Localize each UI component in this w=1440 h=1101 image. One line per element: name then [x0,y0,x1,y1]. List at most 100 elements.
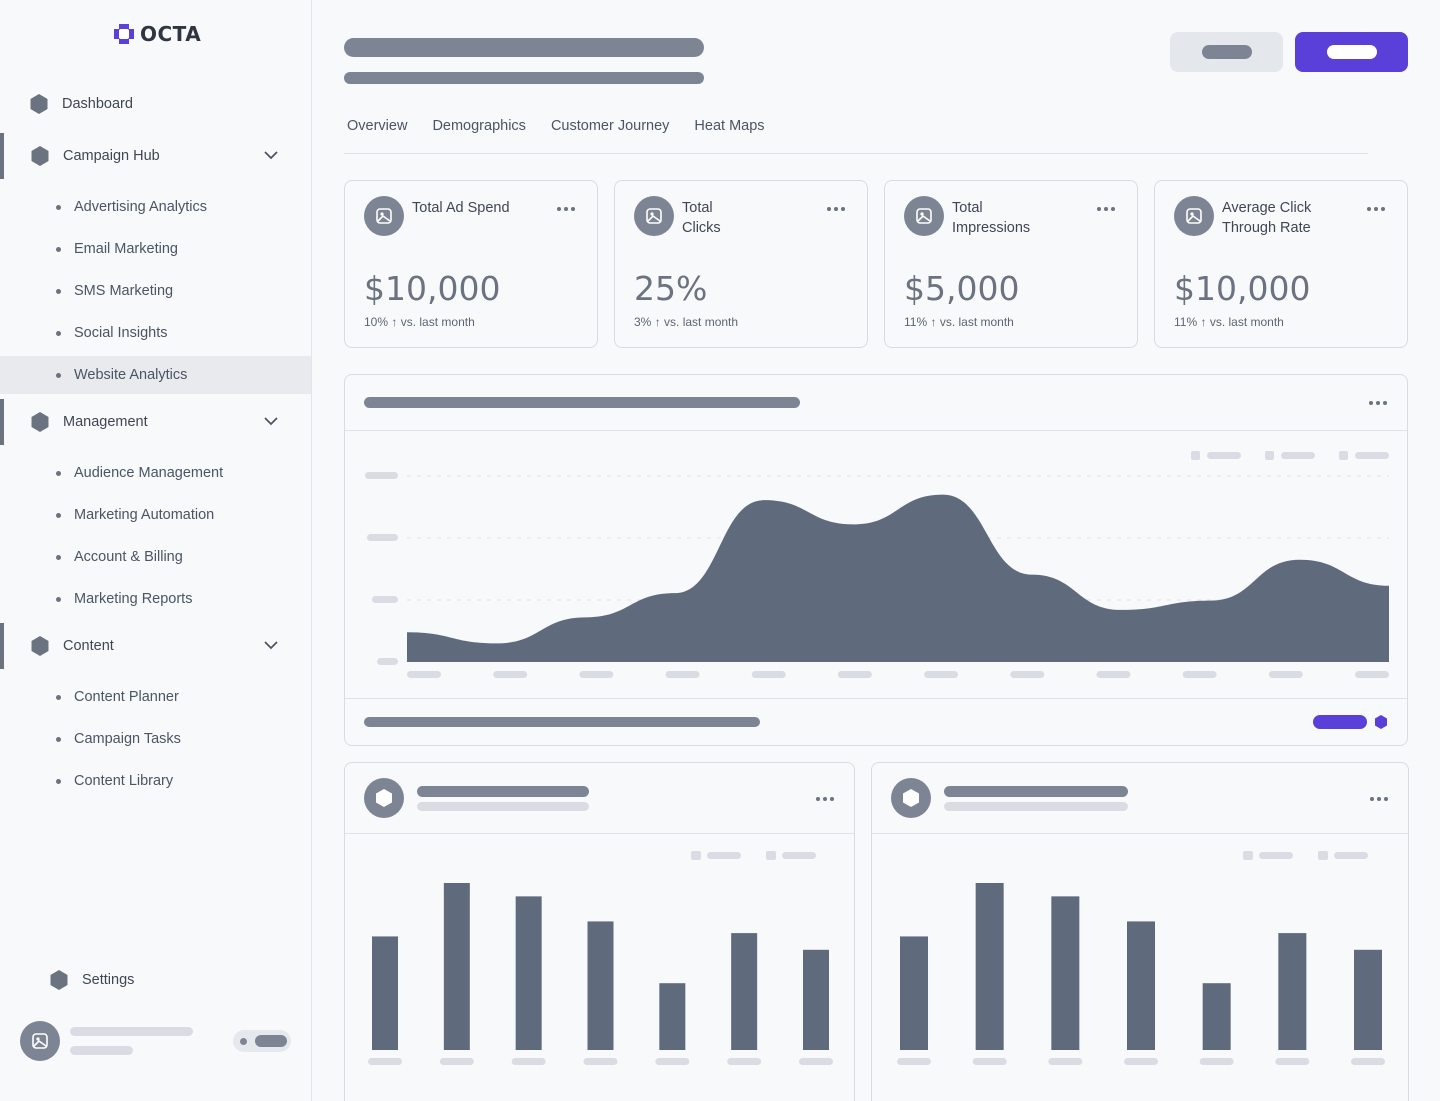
bar [443,883,470,1050]
image-icon [916,208,932,224]
sidebar-item-label: Settings [82,972,135,988]
hexagon-icon [903,789,919,807]
image-icon [32,1033,48,1049]
bullet-icon [56,470,61,476]
view-report-link[interactable] [1313,715,1367,729]
primary-button[interactable] [1295,32,1408,72]
sidebar-item-label: Email Marketing [74,241,178,257]
x-tick-label [1182,671,1217,678]
legend-swatch [691,851,701,860]
sidebar-item-social-insights[interactable]: Social Insights [0,314,311,352]
hexagon-icon [31,146,49,166]
bullet-icon [56,204,61,210]
kpi-card-average-ctr: Average Click Through Rate $10,000 11% ↑… [1154,180,1408,348]
hexagon-icon [30,94,48,114]
y-tick-label [377,658,398,665]
kpi-change-value: 3% [634,315,652,329]
kpi-value: $10,000 [1174,269,1311,308]
bar-chart-panel-right [871,762,1409,1101]
bar [1127,921,1155,1050]
sidebar-item-label: Content Library [74,773,174,789]
chevron-down-icon[interactable] [263,147,279,163]
panel-title-placeholder [417,786,589,797]
area-chart-panel [344,374,1408,746]
x-tick-label [583,1058,618,1065]
image-icon [646,208,662,224]
sidebar-item-dashboard[interactable]: Dashboard [0,81,311,127]
sidebar-item-settings[interactable]: Settings [50,970,134,990]
hexagon-icon [31,636,49,656]
panel-avatar [364,778,404,818]
sidebar-item-account-billing[interactable]: Account & Billing [0,538,311,576]
sidebar-item-audience-management[interactable]: Audience Management [0,454,311,492]
sidebar-item-advertising-analytics[interactable]: Advertising Analytics [0,188,311,226]
arrow-up-icon: ↑ [391,315,398,329]
kpi-card-total-clicks: Total Clicks 25% 3% ↑ vs. last month [614,180,868,348]
y-tick-label [365,472,398,479]
bullet-icon [56,736,61,742]
more-options-icon[interactable] [557,207,575,211]
chevron-down-icon[interactable] [263,413,279,429]
sidebar-item-label: Campaign Tasks [74,731,181,747]
avatar[interactable] [20,1021,60,1061]
tab-demographics[interactable]: Demographics [432,118,526,134]
tab-heat-maps[interactable]: Heat Maps [694,118,765,134]
sidebar-item-email-marketing[interactable]: Email Marketing [0,230,311,268]
legend-label [1334,852,1368,859]
logo[interactable]: OCTA [112,22,201,46]
x-tick-label [1268,671,1303,678]
sidebar-item-content-planner[interactable]: Content Planner [0,678,311,716]
secondary-button[interactable] [1170,32,1283,72]
sidebar-item-sms-marketing[interactable]: SMS Marketing [0,272,311,310]
sidebar-item-website-analytics[interactable]: Website Analytics [0,356,311,394]
user-name-placeholder [70,1027,193,1036]
tab-customer-journey[interactable]: Customer Journey [550,118,670,134]
x-tick-label [1355,671,1389,678]
chevron-down-icon[interactable] [263,637,279,653]
kpi-card-total-impressions: Total Impressions $5,000 11% ↑ vs. last … [884,180,1138,348]
bullet-icon [56,596,61,602]
x-tick-label [1096,671,1131,678]
x-tick-label [1199,1058,1234,1065]
sidebar-item-campaign-tasks[interactable]: Campaign Tasks [0,720,311,758]
bar-chart [368,851,833,1065]
legend-label [1207,452,1241,459]
more-options-icon[interactable] [1369,401,1387,405]
tab-overview[interactable]: Overview [347,118,408,134]
x-tick-label [407,671,441,678]
kpi-title: Total Clicks [682,200,721,236]
area-chart [365,451,1389,678]
x-tick-label [897,1058,931,1065]
kpi-compare-label: vs. last month [1209,315,1284,329]
sidebar-item-content-library[interactable]: Content Library [0,762,311,800]
bar [975,883,1004,1050]
sidebar-item-label: SMS Marketing [74,283,174,299]
bullet-icon [56,246,61,252]
sidebar-section-campaign-hub[interactable]: Campaign Hub [0,133,311,179]
sidebar-item-marketing-automation[interactable]: Marketing Automation [0,496,311,534]
more-options-icon[interactable] [1097,207,1115,211]
more-options-icon[interactable] [827,207,845,211]
x-tick-label [1124,1058,1158,1065]
sidebar-section-content[interactable]: Content [0,623,311,669]
legend-label [1355,452,1389,459]
kpi-icon [904,196,944,236]
kpi-change: 11% ↑ vs. last month [904,315,1014,329]
x-tick-label [799,1058,833,1065]
sidebar-item-marketing-reports[interactable]: Marketing Reports [0,580,311,618]
user-email-placeholder [70,1046,133,1055]
page-subtitle-placeholder [344,72,704,84]
tab-bar: Overview Demographics Customer Journey H… [344,118,1368,154]
x-tick-label [439,1058,474,1065]
more-options-icon[interactable] [1367,207,1385,211]
kpi-compare-label: vs. last month [939,315,1014,329]
sidebar-section-management[interactable]: Management [0,399,311,445]
more-options-icon[interactable] [1370,797,1388,801]
theme-toggle[interactable] [233,1030,291,1052]
sidebar-item-label: Campaign Hub [63,148,160,164]
sidebar: OCTA Dashboard Campaign Hub Advertising … [0,0,312,1101]
x-tick-label [511,1058,546,1065]
sidebar-item-label: Advertising Analytics [74,199,207,215]
x-tick-label [837,671,872,678]
more-options-icon[interactable] [816,797,834,801]
